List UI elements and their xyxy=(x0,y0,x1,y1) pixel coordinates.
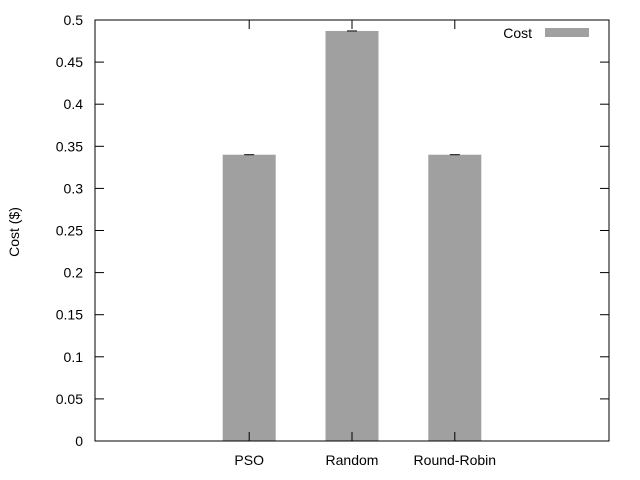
y-tick-label: 0.25 xyxy=(56,223,83,239)
y-tick-label: 0.2 xyxy=(64,265,84,281)
y-tick-label: 0.45 xyxy=(56,54,83,70)
plot-area: 0 0.05 0.1 0.15 0.2 0.25 0.3 0.35 0.4 0.45 0.5 PSO R… xyxy=(56,12,610,468)
bar xyxy=(222,154,276,441)
bar xyxy=(428,154,482,441)
x-tick-label: PSO xyxy=(234,452,264,468)
x-tick-label: Round-Robin xyxy=(414,452,497,468)
legend-swatch xyxy=(545,28,589,37)
y-tick-label: 0 xyxy=(75,433,83,449)
y-tick-label: 0.5 xyxy=(64,12,84,28)
y-tick-label: 0.15 xyxy=(56,307,83,323)
y-tick-label: 0.3 xyxy=(64,180,84,196)
x-tick-label: Random xyxy=(326,452,379,468)
y-tick-label: 0.05 xyxy=(56,391,83,407)
legend: Cost xyxy=(503,25,589,41)
y-tick-label: 0.35 xyxy=(56,138,83,154)
y-tick-label: 0.1 xyxy=(64,349,84,365)
y-tick-label: 0.4 xyxy=(64,96,84,112)
y-axis-label: Cost ($) xyxy=(6,207,22,257)
bar xyxy=(325,30,379,442)
legend-label: Cost xyxy=(503,25,532,41)
